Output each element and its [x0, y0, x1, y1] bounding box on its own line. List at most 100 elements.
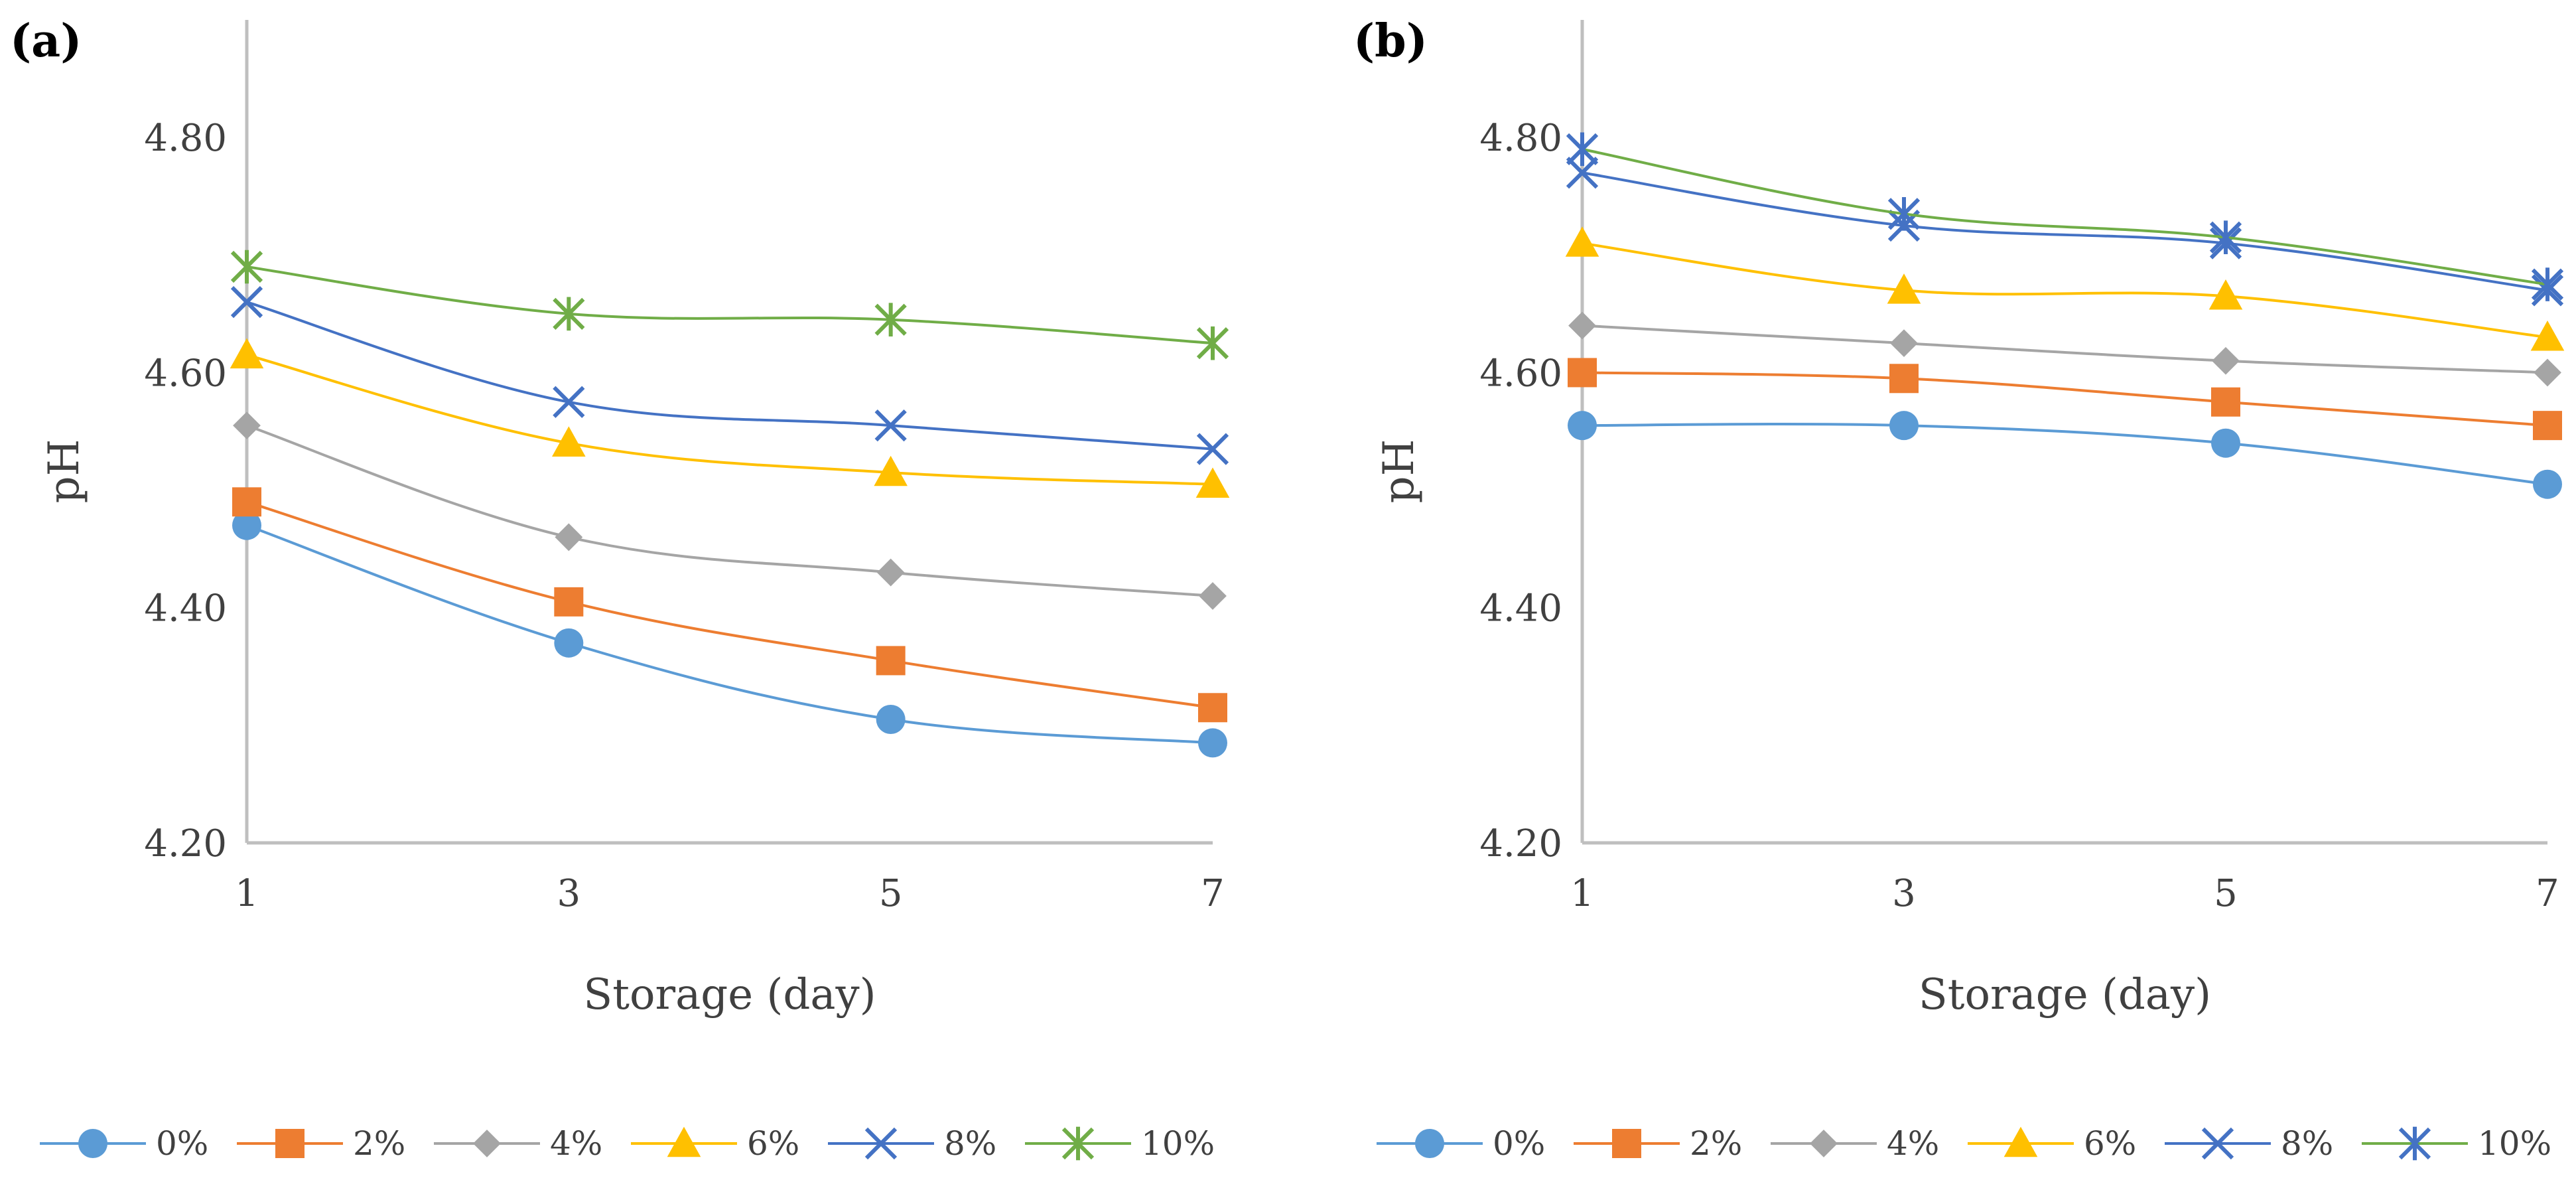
- data-point-6%: [1565, 226, 1599, 257]
- legend-marker-8%: [2201, 1127, 2234, 1160]
- data-point-0%: [1568, 411, 1597, 441]
- legend-marker-10%: [2398, 1126, 2431, 1161]
- data-point-4%: [1890, 329, 1918, 358]
- x-tick-label: 1: [235, 872, 259, 915]
- legend-marker-4%: [1810, 1130, 1838, 1157]
- data-point-2%: [2533, 411, 2562, 441]
- legend-label: 0%: [1493, 1124, 1545, 1163]
- data-point-2%: [554, 587, 584, 617]
- series-line-4%: [246, 424, 1213, 597]
- legend-label: 6%: [2084, 1124, 2136, 1163]
- legend-marker-0%: [78, 1129, 107, 1158]
- data-point-6%: [230, 338, 264, 369]
- legend: 0% 2% 4% 6% 8% 10%: [40, 1124, 1215, 1163]
- legend-label: 8%: [2281, 1124, 2333, 1163]
- data-point-2%: [2211, 387, 2240, 417]
- legend-label: 8%: [944, 1124, 996, 1163]
- series-line-4%: [1582, 324, 2548, 374]
- data-point-10%: [1566, 132, 1599, 167]
- series-line-6%: [246, 353, 1213, 486]
- y-tick-label: 4.80: [144, 117, 227, 160]
- panel-label: (b): [1353, 15, 1428, 68]
- series-line-8%: [1582, 171, 2548, 292]
- data-point-6%: [1195, 467, 1230, 498]
- x-tick-label: 5: [879, 872, 903, 915]
- legend-marker-2%: [275, 1129, 305, 1158]
- data-point-0%: [232, 510, 261, 540]
- legend-label: 4%: [1887, 1124, 1939, 1163]
- data-point-2%: [1568, 358, 1597, 388]
- y-tick-label: 4.80: [1479, 117, 1562, 160]
- x-tick-label: 3: [557, 872, 581, 915]
- data-point-0%: [554, 628, 584, 658]
- x-axis-title: Storage (day): [583, 970, 876, 1019]
- data-point-2%: [876, 646, 906, 676]
- legend-marker-10%: [1061, 1126, 1095, 1161]
- y-tick-label: 4.40: [1479, 587, 1562, 630]
- y-tick-label: 4.60: [144, 352, 227, 395]
- data-point-10%: [2531, 267, 2564, 301]
- legend-label: 0%: [156, 1124, 208, 1163]
- legend-label: 6%: [747, 1124, 799, 1163]
- data-point-8%: [1566, 157, 1599, 189]
- data-point-6%: [1887, 273, 1921, 304]
- data-point-4%: [876, 558, 905, 587]
- data-point-4%: [1199, 582, 1227, 610]
- data-point-10%: [1887, 196, 1921, 231]
- data-point-10%: [1196, 326, 1229, 360]
- data-point-10%: [230, 250, 263, 284]
- series-line-10%: [246, 265, 1213, 345]
- data-point-10%: [2209, 220, 2242, 255]
- legend-marker-4%: [473, 1130, 501, 1157]
- data-point-6%: [2530, 320, 2565, 351]
- legend-marker-8%: [864, 1127, 898, 1160]
- series-line-10%: [1582, 147, 2548, 286]
- series-line-6%: [1582, 242, 2548, 339]
- y-tick-label: 4.40: [144, 587, 227, 630]
- data-point-0%: [2211, 428, 2240, 458]
- data-point-2%: [1198, 693, 1227, 723]
- y-tick-label: 4.20: [1479, 822, 1562, 865]
- panel-b: (b) 4.20 4.40 4.60 4.80 1 3 5 7 Storage (day) pH 0%…: [1353, 15, 2565, 1163]
- data-point-6%: [552, 426, 586, 457]
- data-point-8%: [1196, 433, 1229, 465]
- panel-label: (a): [10, 15, 82, 68]
- legend-marker-2%: [1612, 1129, 1641, 1158]
- data-point-8%: [230, 286, 263, 319]
- x-tick-label: 7: [2536, 872, 2559, 915]
- series-line-2%: [1582, 371, 2548, 427]
- x-tick-label: 7: [1201, 872, 1225, 915]
- data-point-2%: [232, 487, 261, 517]
- data-point-2%: [1889, 364, 1919, 394]
- series-line-0%: [246, 524, 1213, 745]
- data-point-6%: [874, 455, 908, 486]
- legend-marker-0%: [1415, 1129, 1444, 1158]
- series-line-2%: [246, 500, 1213, 709]
- series-line-0%: [1582, 423, 2548, 486]
- legend-marker-6%: [667, 1126, 701, 1157]
- data-point-8%: [553, 386, 585, 418]
- data-point-0%: [1889, 411, 1919, 441]
- legend: 0% 2% 4% 6% 8% 10%: [1377, 1124, 2551, 1163]
- x-tick-label: 1: [1570, 872, 1594, 915]
- panel-a: (a) 4.20 4.40 4.60 4.80 1 3 5 7 Storage (day) pH 0%…: [10, 15, 1230, 1163]
- y-tick-label: 4.20: [144, 822, 227, 865]
- legend-label: 10%: [1141, 1124, 1215, 1163]
- legend-marker-6%: [2003, 1126, 2038, 1157]
- data-point-4%: [2534, 358, 2561, 387]
- legend-label: 10%: [2478, 1124, 2551, 1163]
- data-point-10%: [553, 297, 585, 331]
- data-point-4%: [233, 411, 261, 440]
- y-axis-title: pH: [40, 439, 89, 504]
- data-point-4%: [2212, 346, 2240, 375]
- data-point-10%: [874, 303, 907, 337]
- series-line-8%: [246, 301, 1213, 451]
- x-axis-title: Storage (day): [1919, 970, 2211, 1019]
- legend-label: 2%: [353, 1124, 405, 1163]
- data-point-4%: [555, 523, 583, 552]
- x-tick-label: 5: [2214, 872, 2238, 915]
- y-axis-title: pH: [1375, 439, 1424, 504]
- legend-label: 4%: [550, 1124, 602, 1163]
- data-point-6%: [2208, 279, 2243, 310]
